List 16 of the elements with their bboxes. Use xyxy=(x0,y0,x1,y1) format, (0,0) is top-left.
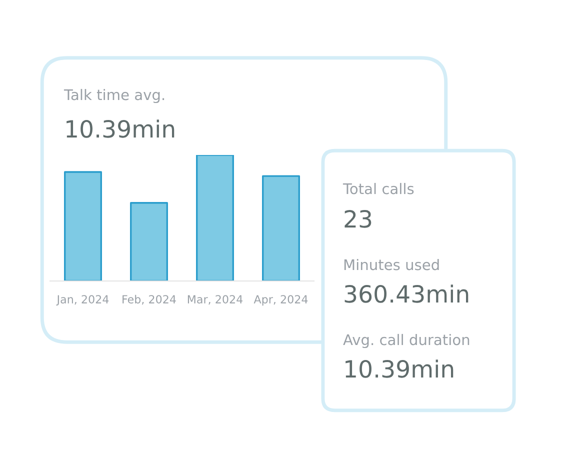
x-tick-label: Jan, 2024 xyxy=(56,295,109,306)
text: Total calls xyxy=(342,182,414,194)
bar xyxy=(64,171,102,281)
bar xyxy=(262,175,300,281)
text: 23 xyxy=(344,210,372,228)
x-tick-label: Apr, 2024 xyxy=(254,295,308,306)
text: 10.39min xyxy=(346,360,454,378)
chart-title: Talk time avg. xyxy=(64,88,164,104)
chart-subtitle: 10.39min xyxy=(66,120,174,138)
text: Avg. call duration xyxy=(343,334,470,348)
text: Minutes used xyxy=(344,258,439,270)
x-tick-label: Mar, 2024 xyxy=(188,295,243,305)
bar xyxy=(130,202,168,281)
x-tick-label: Feb, 2024 xyxy=(122,294,176,305)
text: 360.43min xyxy=(344,284,468,303)
bar xyxy=(196,155,234,281)
